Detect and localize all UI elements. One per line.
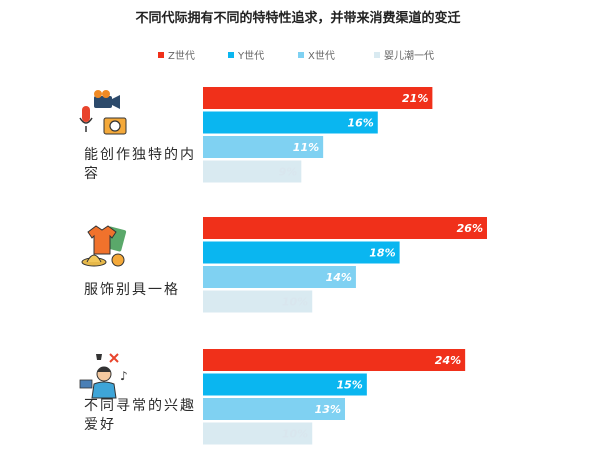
data-label: 14% [326, 271, 352, 284]
data-label: 16% [347, 117, 373, 130]
category-icons: ♪ [79, 90, 128, 399]
category-label: 不同寻常的兴趣 [84, 398, 196, 414]
data-label: 24% [435, 354, 461, 367]
bar [203, 160, 302, 183]
bar [203, 87, 433, 109]
data-label: 18% [369, 247, 395, 260]
chart-title: 不同代际拥有不同的特特性追求，并带来消费渠道的变迁 [135, 10, 460, 26]
legend-swatch [374, 52, 380, 58]
fashion-clothing-icon [81, 225, 127, 267]
data-label: 9% [279, 166, 298, 179]
category-label: 容 [84, 165, 100, 182]
data-label: 26% [457, 222, 483, 235]
bar [203, 241, 400, 264]
bar [203, 290, 313, 313]
bar [203, 266, 356, 288]
data-label: 13% [315, 403, 341, 416]
svg-text:♪: ♪ [120, 369, 128, 383]
legend-label: 婴儿潮一代 [384, 49, 434, 62]
bars [203, 87, 487, 445]
bar [203, 373, 367, 396]
category-label: 服饰别具一格 [84, 282, 180, 298]
data-label: 11% [293, 141, 319, 154]
bar [203, 136, 324, 158]
hobby-person-icon: ♪ [79, 353, 128, 399]
bar [203, 422, 313, 445]
legend-swatch [228, 52, 234, 58]
data-label: 10% [282, 296, 308, 309]
data-label: 21% [402, 92, 428, 105]
vlog-camera-icon [79, 90, 127, 135]
legend-label: Y世代 [237, 50, 264, 62]
data-label: 15% [337, 379, 363, 392]
legend-label: X世代 [308, 50, 335, 62]
data-labels: 21% 16% 11% 9% 26% 18% 14% 10% 24% 15% 13% 10% [279, 92, 483, 441]
bar [203, 349, 466, 371]
legend-swatch [298, 52, 304, 58]
bar [203, 398, 345, 420]
legend-label: Z世代 [168, 50, 195, 62]
category-label: 爱好 [84, 417, 116, 433]
category-label: 能创作独特的内 [84, 147, 196, 163]
data-label: 10% [282, 428, 308, 441]
bar [203, 111, 378, 134]
legend-swatch [158, 52, 164, 58]
bar [203, 217, 487, 239]
legend: Z世代 Y世代 X世代 婴儿潮一代 [158, 49, 434, 62]
